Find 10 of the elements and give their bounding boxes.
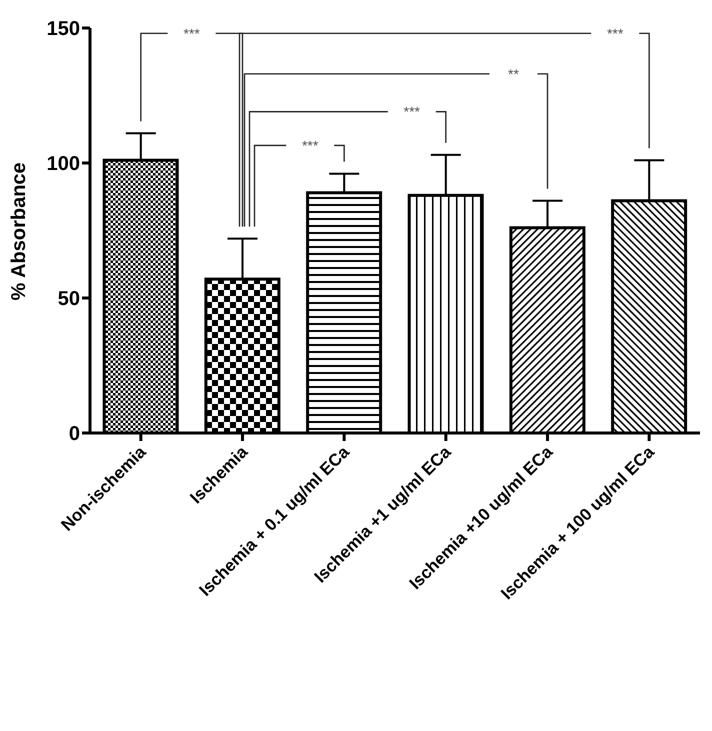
annotation: ***	[183, 25, 200, 42]
y-tick-label: 100	[46, 153, 80, 176]
annotation: **	[508, 66, 520, 82]
annotation: ***	[404, 104, 421, 120]
annotation: ***	[302, 137, 319, 154]
y-tick-label: 150	[46, 18, 80, 40]
y-tick-label: 50	[58, 288, 80, 310]
y-tick-label: 0	[68, 423, 80, 446]
y-axis-title: % Absorbance	[8, 162, 30, 300]
annotation: ***	[606, 25, 624, 42]
